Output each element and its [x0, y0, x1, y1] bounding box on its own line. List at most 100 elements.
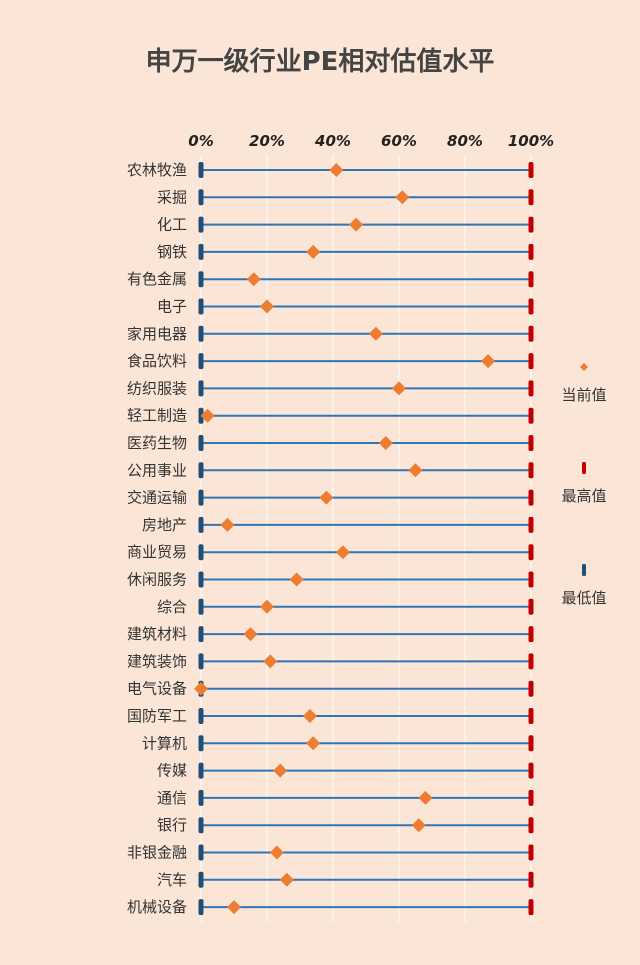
max-marker	[528, 789, 534, 806]
category-label: 采掘	[157, 188, 187, 206]
max-marker	[528, 435, 534, 451]
min-marker	[198, 216, 204, 233]
category-label: 商业贸易	[127, 543, 187, 561]
legend-current-icon	[580, 363, 588, 371]
max-marker	[528, 899, 534, 916]
category-label: 机械设备	[127, 898, 187, 916]
category-row: 轻工制造	[127, 407, 534, 425]
category-row: 综合	[157, 598, 534, 616]
category-row: 汽车	[157, 871, 534, 889]
min-marker	[198, 653, 204, 670]
max-marker	[528, 762, 534, 779]
current-value-marker	[481, 354, 496, 369]
max-marker	[528, 708, 534, 724]
current-value-marker	[392, 381, 406, 396]
category-label: 计算机	[142, 734, 187, 752]
current-value-marker	[349, 217, 364, 232]
category-row: 建筑材料	[127, 625, 534, 643]
category-label: 银行	[157, 816, 187, 834]
category-label: 通信	[157, 789, 187, 807]
category-row: 房地产	[142, 516, 534, 534]
max-marker	[528, 817, 534, 834]
min-marker	[198, 626, 204, 643]
current-value-marker	[329, 163, 344, 177]
max-marker	[528, 871, 534, 888]
current-value-marker	[378, 436, 393, 450]
category-row: 交通运输	[127, 489, 534, 507]
category-row: 机械设备	[127, 898, 534, 916]
current-value-marker	[243, 627, 258, 642]
max-marker	[528, 680, 534, 697]
legend-max-icon	[582, 462, 586, 474]
category-label: 轻工制造	[127, 407, 187, 425]
min-marker	[198, 325, 204, 342]
min-marker	[198, 571, 204, 588]
x-tick-label: 0%	[188, 132, 213, 150]
category-row: 公用事业	[127, 461, 534, 479]
max-marker	[528, 735, 534, 752]
chart-title: 申万一级行业PE相对估值水平	[146, 46, 495, 77]
category-label: 电气设备	[127, 680, 187, 698]
current-value-marker	[200, 408, 215, 423]
min-marker	[198, 162, 204, 178]
min-marker	[198, 544, 204, 561]
current-value-marker	[319, 490, 334, 505]
max-marker	[528, 844, 534, 861]
max-marker	[528, 571, 534, 588]
min-marker	[198, 762, 204, 779]
category-row: 食品饮料	[127, 352, 534, 370]
min-marker	[198, 899, 204, 916]
category-label: 国防军工	[127, 707, 187, 725]
category-row: 建筑装饰	[127, 652, 534, 670]
current-value-marker	[368, 326, 383, 341]
min-marker	[198, 189, 204, 206]
category-row: 计算机	[142, 734, 534, 752]
min-marker	[198, 462, 204, 479]
category-row: 通信	[157, 789, 534, 807]
max-marker	[528, 516, 534, 533]
max-marker	[528, 298, 534, 315]
current-value-marker	[289, 572, 304, 587]
min-marker	[198, 435, 204, 451]
category-label: 建筑材料	[127, 625, 187, 643]
category-label: 医药生物	[127, 434, 187, 452]
category-label: 纺织服装	[127, 379, 187, 397]
category-row: 国防军工	[127, 707, 534, 725]
current-value-marker	[306, 736, 321, 751]
category-label: 房地产	[142, 516, 187, 534]
grid-layer	[200, 155, 532, 922]
max-marker	[528, 380, 534, 397]
current-value-marker	[302, 709, 317, 723]
legend-min-label: 最低值	[561, 589, 606, 607]
min-marker	[198, 489, 204, 506]
category-label: 交通运输	[127, 489, 187, 507]
current-value-marker	[279, 872, 294, 887]
category-row: 电子	[157, 298, 534, 316]
min-marker	[198, 380, 204, 397]
category-row: 银行	[157, 816, 534, 834]
current-value-marker	[273, 763, 288, 778]
current-value-marker	[263, 654, 278, 669]
min-marker	[198, 271, 204, 288]
max-marker	[528, 544, 534, 561]
category-row: 医药生物	[127, 434, 534, 452]
category-label: 非银金融	[127, 844, 187, 862]
max-marker	[528, 162, 534, 178]
max-marker	[528, 462, 534, 479]
category-label: 电子	[157, 298, 187, 316]
max-marker	[528, 189, 534, 206]
x-tick-label: 40%	[314, 132, 351, 150]
category-label: 传媒	[157, 762, 187, 780]
min-marker	[198, 353, 204, 370]
min-marker	[198, 789, 204, 806]
category-label: 休闲服务	[127, 571, 187, 589]
current-value-marker	[306, 244, 321, 259]
max-marker	[528, 325, 534, 342]
min-marker	[198, 735, 204, 752]
category-row: 钢铁	[157, 243, 534, 261]
min-marker	[198, 243, 204, 260]
max-marker	[528, 407, 534, 424]
current-value-marker	[246, 272, 261, 287]
current-value-marker	[269, 845, 284, 860]
